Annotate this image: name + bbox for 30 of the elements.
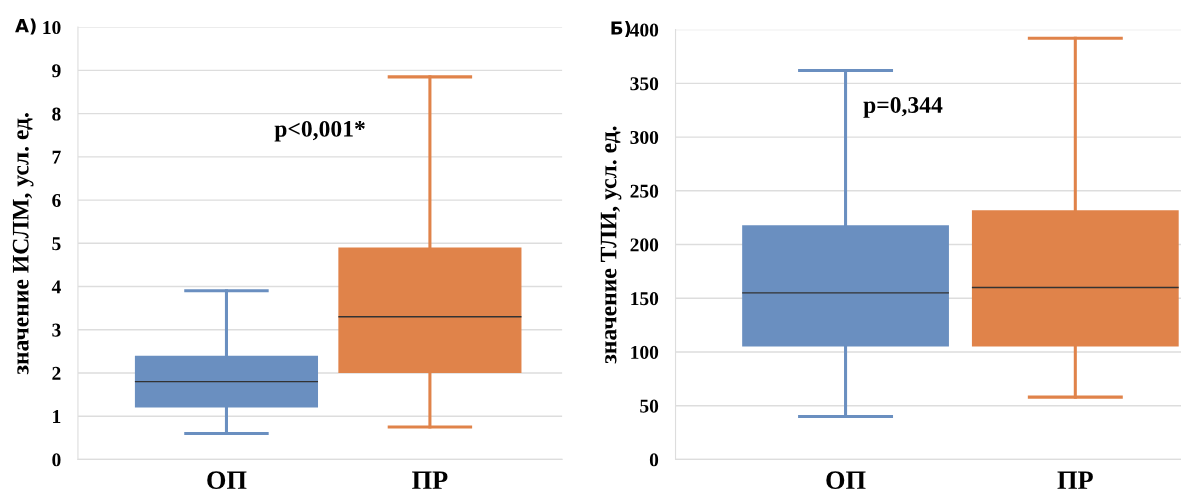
y-tick-label: 50 bbox=[640, 399, 659, 413]
y-tick-label: 6 bbox=[52, 193, 61, 208]
y-tick-label: 250 bbox=[630, 184, 659, 198]
y-tick-label: 200 bbox=[630, 238, 659, 252]
y-tick-label: 10 bbox=[43, 20, 61, 35]
y-tick-label: 0 bbox=[649, 453, 659, 467]
y-tick-label: 5 bbox=[52, 237, 61, 251]
y-tick-label: 2 bbox=[52, 366, 61, 380]
x-tick-label: ОП bbox=[826, 471, 866, 490]
x-tick-label: ПР bbox=[1057, 471, 1093, 489]
chart-title: А) bbox=[15, 18, 36, 35]
y-tick-label: 9 bbox=[52, 64, 61, 78]
y-tick-label: 300 bbox=[630, 130, 659, 145]
y-tick-label: 100 bbox=[631, 345, 659, 359]
y-tick-label: 400 bbox=[629, 23, 659, 37]
annotation: p=0,344 bbox=[863, 96, 943, 118]
y-tick-label: 7 bbox=[52, 150, 61, 164]
y-tick-label: 150 bbox=[631, 292, 659, 306]
annotation: p<0,001* bbox=[274, 120, 365, 142]
y-tick-label: 0 bbox=[52, 453, 61, 467]
y-axis-title: значение ИСЛМ, усл. ед. bbox=[12, 113, 34, 375]
x-tick-label: ПР bbox=[412, 471, 448, 489]
x-tick-label: ОП bbox=[207, 471, 247, 490]
y-tick-label: 8 bbox=[52, 107, 61, 121]
y-tick-label: 4 bbox=[51, 280, 61, 294]
y-axis-title: значение ТЛИ, усл. ед. bbox=[600, 126, 622, 364]
y-tick-label: 1 bbox=[53, 410, 61, 423]
chart-title: Б) bbox=[611, 20, 631, 37]
y-tick-label: 3 bbox=[52, 323, 61, 337]
y-tick-label: 350 bbox=[630, 77, 659, 91]
